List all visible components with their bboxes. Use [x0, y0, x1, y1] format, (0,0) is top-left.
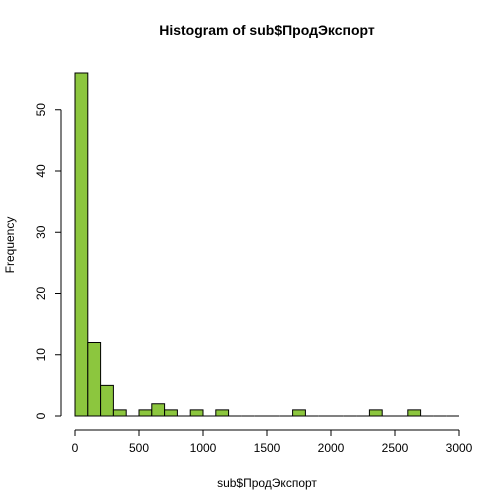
histogram-bar-17	[292, 409, 306, 417]
x-tick-label-0: 0	[72, 441, 79, 455]
histogram-bar-26	[407, 409, 422, 417]
x-axis-label: sub$ПродЭкспорт	[217, 476, 317, 490]
bars-group	[74, 72, 459, 417]
histogram-bar-11	[215, 409, 230, 417]
x-tick-label-5: 2500	[382, 441, 409, 455]
x-tick-label-1: 500	[129, 441, 149, 455]
histogram-bar-7	[164, 409, 178, 417]
y-tick-label-3: 30	[34, 225, 48, 239]
histogram-bar-9	[189, 409, 204, 417]
y-tick-label-0: 0	[34, 412, 48, 419]
x-tick-label-4: 2000	[318, 441, 345, 455]
histogram-bar-0	[74, 72, 89, 417]
y-tick-label-5: 50	[34, 103, 48, 117]
x-tick-label-3: 1500	[254, 441, 281, 455]
histogram-bar-2	[100, 384, 114, 417]
histogram-bar-1	[87, 342, 102, 417]
histogram-bar-5	[138, 409, 153, 417]
histogram-bar-6	[151, 403, 166, 417]
histogram-bar-23	[368, 409, 383, 417]
y-tick-label-2: 20	[34, 287, 48, 301]
y-tick-label-1: 10	[34, 348, 48, 362]
histogram-bar-3	[112, 409, 127, 417]
chart-title: Histogram of sub$ПродЭкспорт	[159, 22, 375, 38]
x-tick-label-6: 3000	[446, 441, 473, 455]
x-tick-label-2: 1000	[190, 441, 217, 455]
y-tick-label-4: 40	[34, 164, 48, 178]
y-axis-label: Frequency	[3, 217, 17, 274]
x-axis: 0 500 1000 1500 2000 2500 3000	[72, 429, 473, 455]
y-axis: 0 10 20 30 40 50	[34, 103, 62, 419]
